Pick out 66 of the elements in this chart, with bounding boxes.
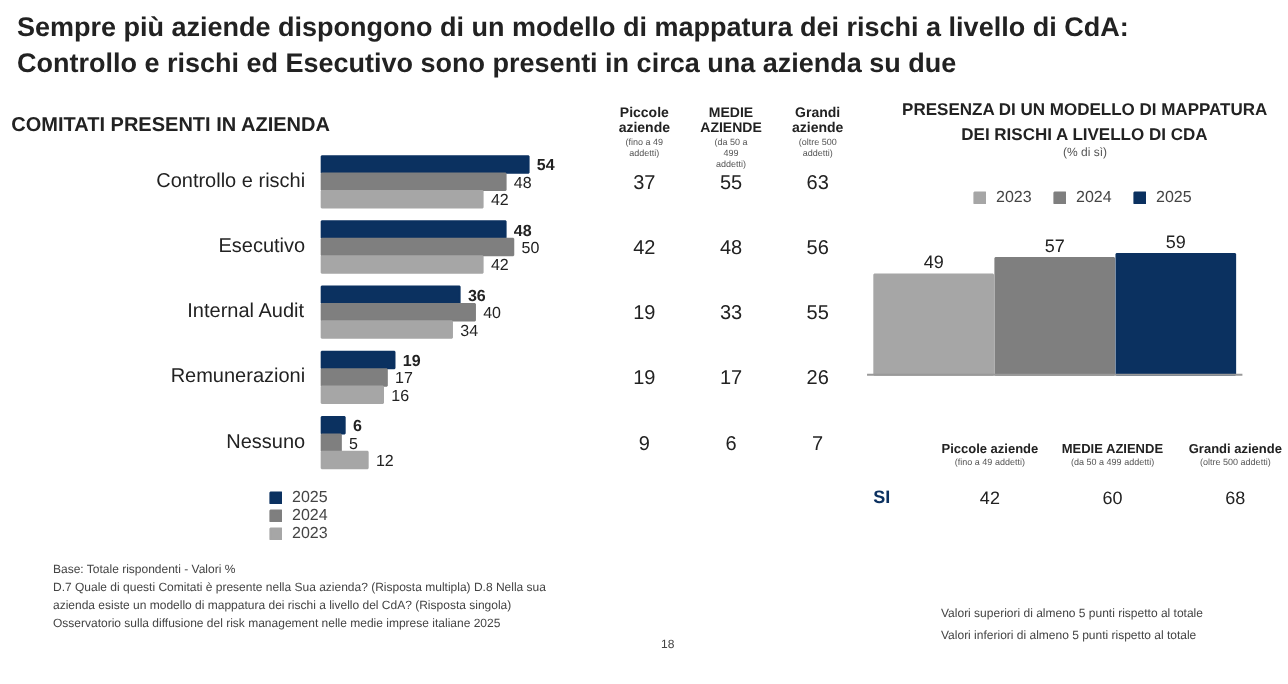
data-label: 6 <box>725 433 738 456</box>
y-tick-label: SI <box>873 486 891 507</box>
bar <box>320 255 484 274</box>
bar <box>320 368 388 387</box>
y-tick-label: Controllo e rischi <box>156 170 306 193</box>
data-label: 9 <box>638 433 651 456</box>
chart-title: PRESENZA DI UN MODELLO DI MAPPATURA DEI RISCHI A LIVELLO DI CDA <box>902 99 1268 144</box>
data-label: 50 <box>521 239 541 257</box>
data-label: 17 <box>395 369 414 388</box>
bar <box>320 237 515 257</box>
chart-subtitle: COMITATI PRESENTI IN AZIENDA <box>11 115 330 138</box>
data-label: 36 <box>467 286 487 305</box>
data-label: 12 <box>375 452 395 471</box>
bar <box>320 433 342 452</box>
data-label: 37 <box>633 172 657 195</box>
data-label: 56 <box>806 238 830 260</box>
data-label: 48 <box>513 221 533 240</box>
data-label: 42 <box>490 256 510 275</box>
chart-title: Sempre più aziende dispongono di un modello di mappatura dei rischi a livello di CdA: Controllo e rischi ed Esecutivo sono presenti in circa una azienda su due <box>17 12 1129 78</box>
bar <box>320 285 461 305</box>
data-label: 54 <box>536 156 556 175</box>
data-label: 42 <box>979 487 1000 508</box>
data-label: 55 <box>719 172 743 195</box>
data-label: 34 <box>460 321 480 340</box>
legend-label: 2023 <box>292 524 330 542</box>
data-label: 17 <box>719 368 743 391</box>
data-label: 6 <box>352 417 363 436</box>
data-label: 57 <box>1044 236 1065 257</box>
data-label: 26 <box>806 368 830 391</box>
data-label: 19 <box>633 368 657 391</box>
data-label: 19 <box>633 303 657 326</box>
bar <box>320 450 369 470</box>
data-label: 42 <box>490 191 510 210</box>
data-label: 48 <box>719 238 743 260</box>
data-label: 68 <box>1225 487 1246 508</box>
data-label: 59 <box>1165 231 1186 252</box>
bar <box>320 189 484 209</box>
data-label: 55 <box>806 303 830 326</box>
bar <box>320 155 530 174</box>
bar <box>320 416 346 435</box>
legend-label: 2024 <box>292 506 330 524</box>
data-label: 40 <box>483 304 503 323</box>
data-label: 7 <box>812 433 825 456</box>
bar <box>320 350 396 370</box>
bar <box>320 172 507 192</box>
y-tick-label: Esecutivo <box>218 236 307 258</box>
data-label: 42 <box>633 238 657 260</box>
bar <box>320 320 453 339</box>
legend-label: 2025 <box>1156 188 1194 206</box>
y-tick-label: Remunerazioni <box>170 366 306 389</box>
legend-label: 2025 <box>292 488 330 506</box>
bar <box>320 220 507 239</box>
data-label: 19 <box>402 352 422 371</box>
legend-label: 2023 <box>996 188 1034 206</box>
legend-label: 2024 <box>1076 188 1114 206</box>
data-label: 49 <box>923 252 944 273</box>
data-label: 5 <box>349 434 360 453</box>
bar <box>320 302 476 322</box>
data-label: 63 <box>806 172 830 195</box>
bar <box>320 385 384 405</box>
data-label: 16 <box>391 386 411 405</box>
data-label: 48 <box>513 173 533 192</box>
data-label: 33 <box>719 303 743 326</box>
y-tick-label: Internal Audit <box>187 301 305 324</box>
y-tick-label: Nessuno <box>226 431 307 454</box>
data-label: 60 <box>1102 487 1123 508</box>
